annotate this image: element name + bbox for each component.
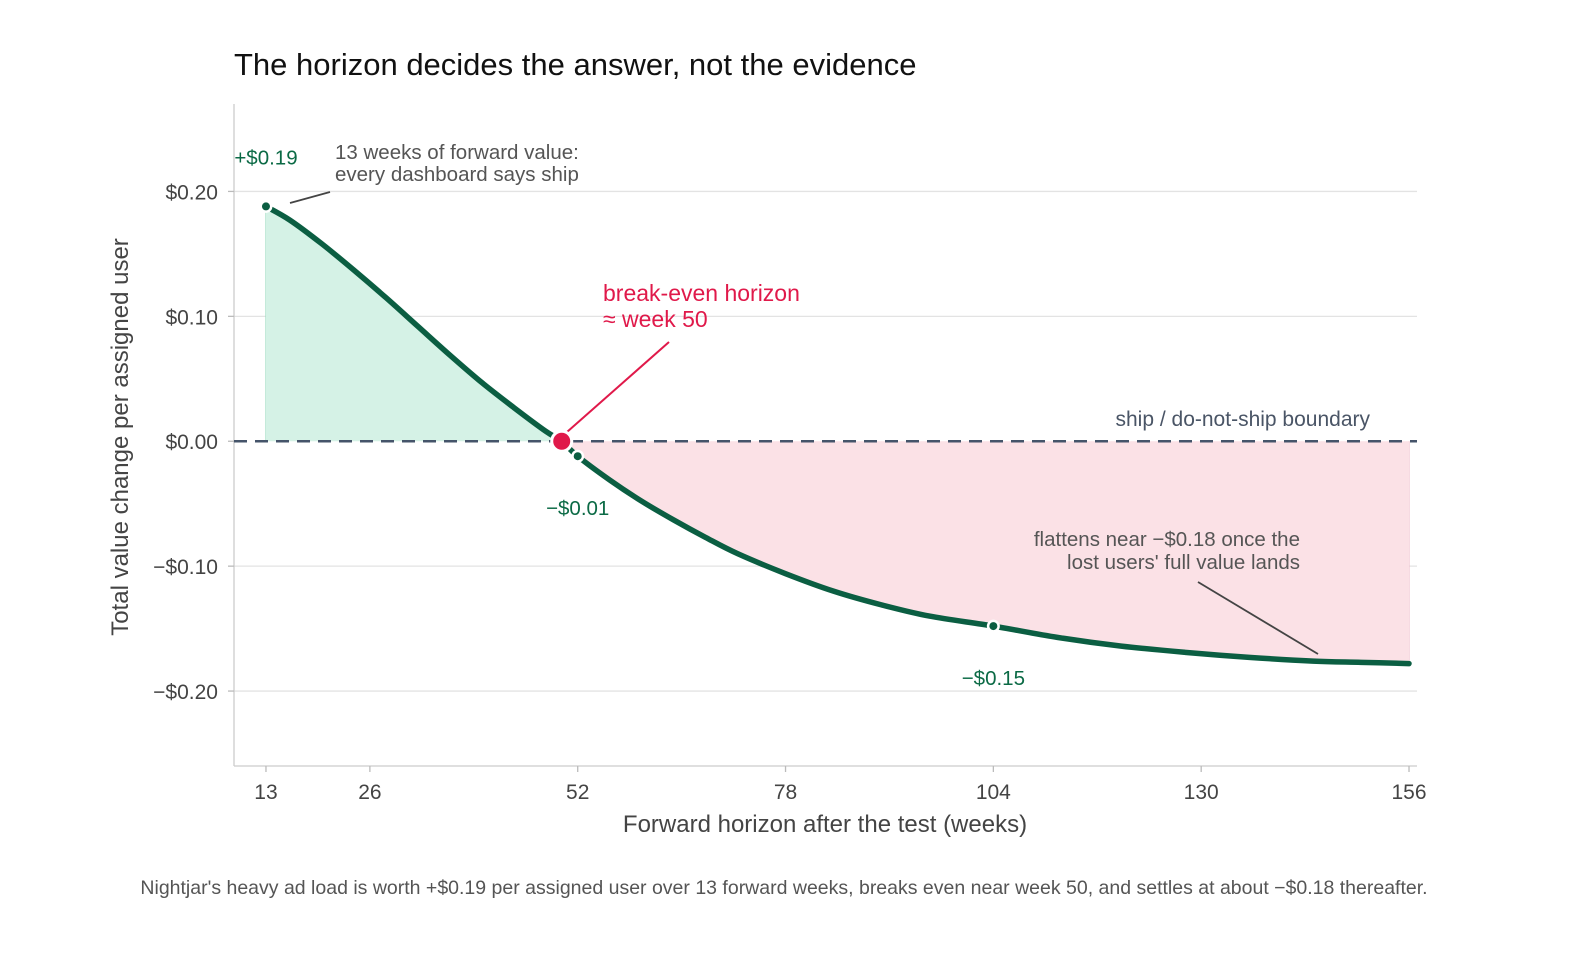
x-tick-label: 26: [358, 781, 381, 804]
highlight-point: [989, 622, 998, 631]
negative-region-fill: [561, 441, 1410, 664]
chart-caption: Nightjar's heavy ad load is worth +$0.19…: [140, 877, 1427, 899]
x-tick-label: 130: [1184, 781, 1219, 804]
y-tick-label: $0.00: [165, 431, 218, 454]
break-even-annotation-leader: [566, 341, 670, 433]
y-axis-label: Total value change per assigned user: [107, 238, 134, 636]
x-ticks: 13 26 52 78 104 130 156: [254, 766, 1427, 804]
chart-title: The horizon decides the answer, not the …: [234, 47, 916, 82]
break-even-annotation-line2: ≈ week 50: [603, 306, 708, 332]
x-tick-label: 13: [254, 781, 277, 804]
tail-annotation-leader: [1197, 581, 1319, 655]
y-tick-label: −$0.20: [153, 681, 218, 704]
highlight-point: [573, 452, 582, 461]
x-tick-label: 104: [976, 781, 1011, 804]
ship-boundary-label: ship / do-not-ship boundary: [1116, 408, 1371, 431]
start-annotation-line1: 13 weeks of forward value:: [335, 141, 579, 164]
point-value-label: +$0.19: [234, 146, 297, 169]
break-even-marker: [550, 429, 574, 453]
start-annotation-line2: every dashboard says ship: [335, 163, 579, 186]
highlight-point: [261, 202, 270, 211]
y-tick-label: $0.10: [165, 306, 218, 329]
x-tick-label: 78: [774, 781, 797, 804]
y-ticks: $0.20 $0.10 $0.00 −$0.10 −$0.20: [153, 181, 234, 704]
x-tick-label: 52: [566, 781, 589, 804]
series-line: [263, 203, 1412, 667]
y-tick-label: −$0.10: [153, 556, 218, 579]
highlighted-points: +$0.19 −$0.01 −$0.15: [234, 146, 1025, 690]
tail-annotation-line2: lost users' full value lands: [1067, 551, 1300, 574]
start-annotation-leader: [289, 191, 331, 204]
point-value-label: −$0.01: [546, 497, 609, 520]
point-value-label: −$0.15: [962, 667, 1025, 690]
y-tick-label: $0.20: [165, 181, 218, 204]
break-even-annotation-line1: break-even horizon: [603, 280, 800, 306]
x-axis-label: Forward horizon after the test (weeks): [623, 811, 1027, 838]
tail-annotation-line1: flattens near −$0.18 once the: [1034, 528, 1300, 551]
x-tick-label: 156: [1391, 781, 1426, 804]
